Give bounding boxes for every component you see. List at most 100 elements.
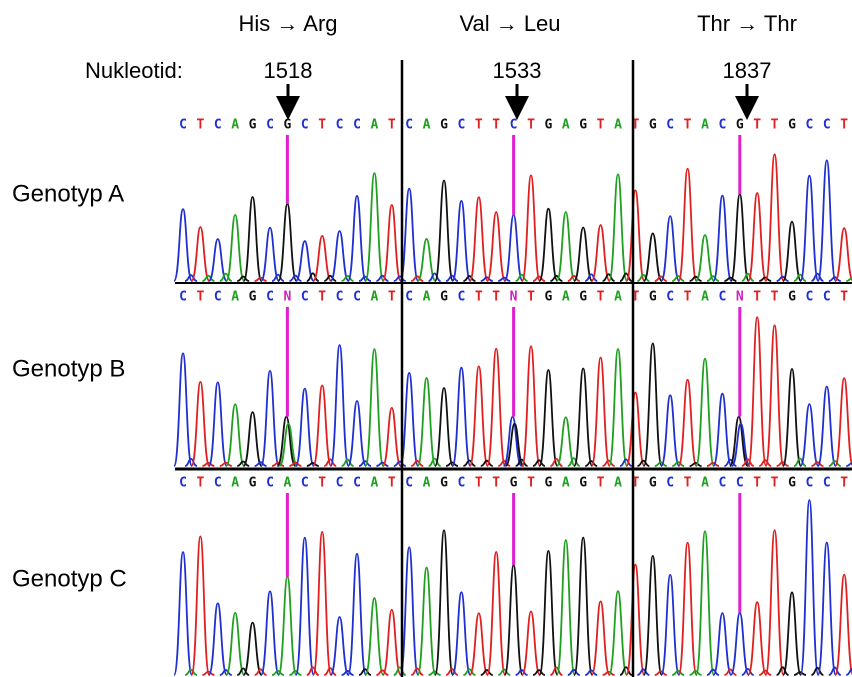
position-label: 1518 [264, 58, 313, 83]
genotype-label: Genotyp B [12, 355, 125, 382]
trace-peak [452, 368, 470, 466]
trace-peak [696, 531, 714, 675]
trace-peak [800, 176, 818, 281]
base-call: T [840, 118, 848, 133]
base-call: G [283, 118, 291, 133]
base-call: C [179, 118, 187, 133]
trace-peak [348, 554, 366, 675]
trace-peak [313, 532, 331, 675]
trace-peak [592, 601, 610, 675]
trace-peak [244, 197, 262, 281]
trace-peak [331, 617, 349, 675]
base-call: T [684, 118, 692, 133]
base-call: T [840, 290, 848, 305]
base-call: C [805, 476, 813, 491]
trace-peak [592, 225, 610, 281]
base-call: C [666, 290, 674, 305]
base-call: C [301, 476, 309, 491]
base-call: A [701, 476, 709, 491]
trace-peak [766, 154, 784, 281]
base-call: T [753, 290, 761, 305]
mutation-label: His → Arg [238, 11, 337, 36]
base-call: A [370, 118, 378, 133]
position-label: 1533 [493, 58, 542, 83]
base-call: G [510, 476, 518, 491]
trace-peak [174, 552, 192, 675]
base-call: C [214, 290, 222, 305]
trace-peak [435, 181, 453, 281]
base-call: T [527, 476, 535, 491]
base-call: T [771, 290, 779, 305]
base-call: T [527, 118, 535, 133]
trace-peak [800, 500, 818, 675]
base-call: C [718, 290, 726, 305]
base-call: G [579, 476, 587, 491]
trace-peak [661, 575, 679, 675]
base-call: T [753, 118, 761, 133]
trace-peak [470, 366, 488, 466]
trace-peak [644, 343, 662, 466]
trace-peak [574, 228, 592, 281]
figure: His → Arg Val → Leu Thr → Thr Nukleotid:… [0, 0, 852, 677]
base-call: T [318, 290, 326, 305]
base-call: A [231, 118, 239, 133]
base-call: T [840, 476, 848, 491]
base-call: G [579, 290, 587, 305]
trace-peak [522, 175, 540, 281]
base-call: T [388, 476, 396, 491]
base-call: C [666, 118, 674, 133]
base-call: G [736, 118, 744, 133]
base-call: G [544, 118, 552, 133]
trace-peak [226, 215, 244, 281]
trace-peak [539, 370, 557, 466]
base-call: G [440, 290, 448, 305]
trace-peak [209, 382, 227, 466]
trace-peak [557, 212, 575, 281]
trace-peak [846, 463, 852, 466]
base-call: A [423, 118, 431, 133]
base-call: G [440, 476, 448, 491]
base-call: G [788, 118, 796, 133]
trace-peak [487, 349, 505, 466]
trace-peak [835, 228, 852, 281]
trace-peak [609, 174, 627, 281]
trace-peak [296, 538, 314, 675]
base-call: G [440, 118, 448, 133]
base-call: T [196, 290, 204, 305]
chromatogram: CTCAGCGCTCCATCAGCTTCTGAGTATGCTACGTTGCCTC… [174, 118, 852, 676]
base-call: T [771, 118, 779, 133]
genotype-label: Genotyp A [12, 180, 124, 207]
base-call: C [214, 476, 222, 491]
trace-peak [748, 317, 766, 466]
trace-peak [679, 380, 697, 466]
trace-peak [539, 209, 557, 281]
trace-peak [278, 204, 296, 281]
trace-peak [557, 540, 575, 675]
base-call: T [527, 290, 535, 305]
trace-peak [174, 209, 192, 281]
trace-peak [609, 591, 627, 675]
trace-peak [191, 382, 209, 466]
base-call: C [805, 118, 813, 133]
base-call: C [405, 118, 413, 133]
base-call: A [231, 476, 239, 491]
trace-peak [383, 610, 401, 675]
base-call: C [301, 118, 309, 133]
base-call: A [231, 290, 239, 305]
base-call: A [562, 290, 570, 305]
trace-peak [818, 387, 836, 466]
base-call: C [823, 476, 831, 491]
trace-peak [244, 412, 262, 466]
trace-peak [696, 235, 714, 281]
trace-peak [174, 353, 192, 466]
base-call: C [457, 118, 465, 133]
trace-peak [331, 231, 349, 281]
trace-peak [661, 216, 679, 281]
base-call: G [544, 476, 552, 491]
trace-peak [296, 389, 314, 466]
base-call: N [283, 290, 291, 305]
base-call: T [597, 290, 605, 305]
base-call: C [405, 290, 413, 305]
base-call: T [597, 118, 605, 133]
base-call: T [318, 476, 326, 491]
